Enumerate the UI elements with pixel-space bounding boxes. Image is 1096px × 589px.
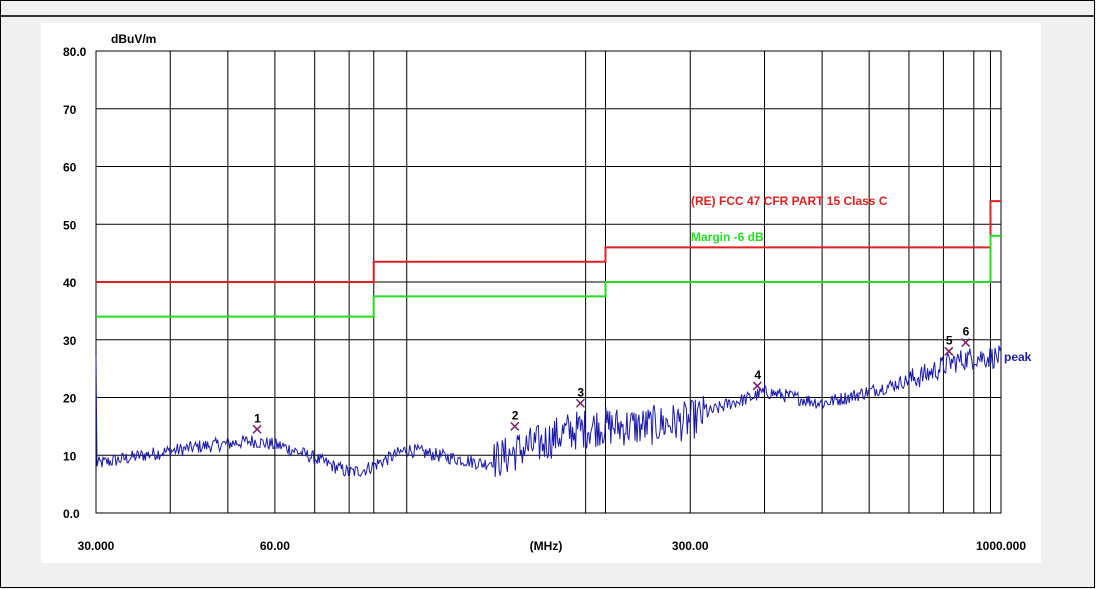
- y-axis-title: dBuV/m: [111, 32, 156, 46]
- marker-x: [961, 338, 971, 348]
- marker-label: 4: [754, 368, 761, 382]
- marker-label: 1: [254, 411, 261, 425]
- series-line-margin: [96, 234, 1001, 318]
- x-tick-label: 300.00: [672, 539, 709, 553]
- margin-line-label: Margin -6 dB: [691, 230, 764, 244]
- emission-chart: 1 2 3 4 56 80.0 70 60 50 40 30 20 10 0.0 30.000 60.00 3…: [63, 32, 1032, 553]
- marker-label: 3: [577, 385, 584, 399]
- x-tick-label: 1000.000: [976, 539, 1026, 553]
- marker-x: [252, 424, 262, 434]
- marker-5: 5: [944, 333, 954, 356]
- axes-group: 80.0 70 60 50 40 30 20 10 0.0 30.000 60.00 300.00 10…: [63, 32, 1032, 553]
- marker-4: 4: [752, 368, 762, 391]
- limit-line-label: (RE) FCC 47 CFR PART 15 Class C: [691, 194, 888, 208]
- marker-label: 5: [946, 333, 953, 347]
- markers-group: 1 2 3 4 56: [252, 325, 971, 434]
- series-line-peak: [95, 345, 1002, 477]
- top-divider: [1, 1, 1094, 17]
- y-tick-label: 40: [63, 276, 77, 290]
- y-tick-label: 20: [63, 392, 77, 406]
- marker-x: [944, 346, 954, 356]
- series-group: [95, 200, 1002, 477]
- y-tick-label: 30: [63, 334, 77, 348]
- y-tick-label: 50: [63, 218, 77, 232]
- marker-label: 6: [963, 325, 970, 339]
- x-tick-label: 30.000: [78, 539, 115, 553]
- y-tick-label: 60: [63, 161, 77, 175]
- marker-x: [575, 398, 585, 408]
- peak-series-label: peak: [1004, 350, 1032, 364]
- marker-3: 3: [575, 385, 585, 408]
- marker-2: 2: [510, 408, 520, 431]
- y-tick-label: 80.0: [63, 45, 87, 59]
- marker-label: 2: [512, 408, 519, 422]
- marker-1: 1: [252, 411, 262, 434]
- marker-x: [752, 381, 762, 391]
- x-tick-label: 60.00: [260, 539, 290, 553]
- marker-x: [510, 421, 520, 431]
- series-line-limit: [96, 200, 1001, 283]
- marker-6: 6: [961, 325, 971, 348]
- y-tick-label: 10: [63, 449, 77, 463]
- y-tick-label: 70: [63, 103, 77, 117]
- y-tick-label: 0.0: [63, 507, 80, 521]
- x-axis-title: (MHz): [530, 539, 563, 553]
